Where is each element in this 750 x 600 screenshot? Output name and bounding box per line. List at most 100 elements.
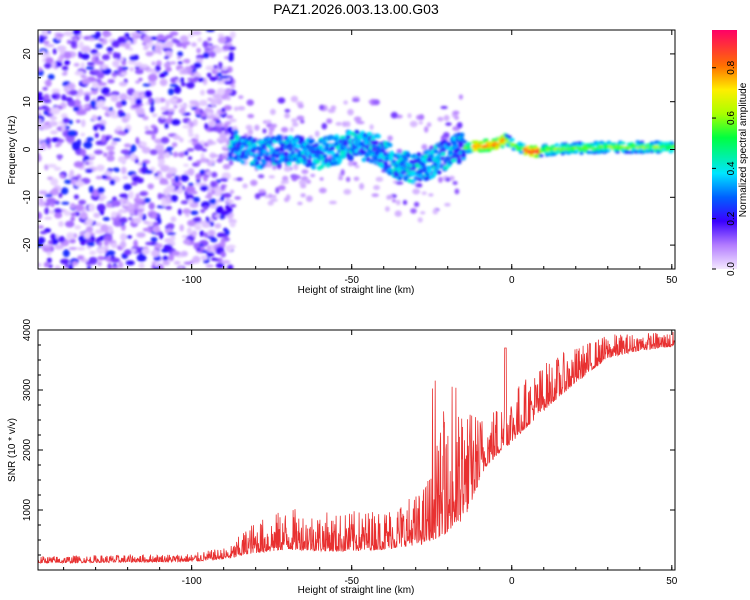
spectrogram-cell xyxy=(207,37,212,41)
spectrogram-cell xyxy=(436,160,442,165)
spectrogram-cell xyxy=(406,153,412,158)
spectrogram-cell xyxy=(456,122,463,129)
spectrogram-cell xyxy=(257,174,265,179)
spectrogram-cell xyxy=(173,85,182,94)
spectrogram-cell xyxy=(219,177,228,182)
snr-ticks: -100 -50 0 50 1000 2000 3000 4000 xyxy=(22,318,678,587)
spectrogram-cell xyxy=(97,116,102,121)
spectrogram-cell xyxy=(162,255,169,261)
spectrogram-cell xyxy=(182,125,192,129)
spectrogram-cell xyxy=(290,95,299,103)
spectrogram-cell xyxy=(135,193,140,201)
spectrogram-cell xyxy=(409,120,418,128)
spectrogram-cell xyxy=(161,199,167,207)
spectrogram-cell xyxy=(72,30,82,36)
spectrogram-cell xyxy=(220,251,227,258)
spectrogram-cell xyxy=(270,156,276,162)
spectrogram-cell xyxy=(197,37,203,43)
spectrogram-cell xyxy=(199,220,208,225)
spectrogram-cell xyxy=(372,99,380,106)
spectrogram-cell xyxy=(467,142,472,146)
spectrogram-cell xyxy=(209,204,217,209)
spectrogram-cell xyxy=(49,115,58,121)
spectrogram-cell xyxy=(222,192,232,198)
spectrogram-cell xyxy=(103,152,108,157)
spectrogram-cell xyxy=(95,31,101,39)
snr-xtick-label: -50 xyxy=(344,576,359,587)
spectrogram-cell xyxy=(78,88,84,96)
spectrogram-cell xyxy=(373,140,378,145)
spectrogram-cell xyxy=(306,195,313,202)
spectrogram-cell xyxy=(416,152,422,157)
spectrogram-cell xyxy=(183,239,191,245)
spectrogram-cell xyxy=(418,121,423,125)
spectrogram-cell xyxy=(314,130,320,137)
spectrogram-cell xyxy=(180,77,185,84)
spectrogram-cell xyxy=(143,197,151,203)
spectrogram-cell xyxy=(171,178,176,184)
spectrogram-cell xyxy=(454,188,460,195)
spectrogram-cell xyxy=(164,122,169,129)
spectrogram-cell xyxy=(94,60,105,65)
spectrogram-cell xyxy=(61,201,70,205)
spectrogram-cell xyxy=(164,55,170,60)
spectrogram-cell xyxy=(236,177,243,181)
snr-xtick-label: 50 xyxy=(666,576,678,587)
spectrogram-cell xyxy=(96,203,106,212)
spectrogram-cell xyxy=(172,135,181,140)
spectrogram-cell xyxy=(206,88,216,95)
spectrogram-cell xyxy=(517,147,522,152)
spectrogram-cell xyxy=(62,249,70,258)
spectrogram-cell xyxy=(74,180,85,187)
spectrogram-cell xyxy=(359,183,365,190)
spectrogram-cell xyxy=(68,263,74,269)
spectrogram-cell xyxy=(268,125,275,132)
spectrogram-cell xyxy=(206,72,212,78)
spectrogram-cell xyxy=(206,245,212,253)
spectrogram-cell xyxy=(196,247,202,252)
spectrogram-cell xyxy=(38,37,45,44)
spectrogram-cell xyxy=(309,138,315,143)
spectrogram-cell xyxy=(87,241,95,247)
spectrogram-cell xyxy=(182,208,191,215)
spectrogram-cell xyxy=(394,210,402,217)
spectrogram-cell xyxy=(203,52,210,59)
spectrogram-cell xyxy=(45,57,54,64)
spectrogram-cell xyxy=(50,107,61,115)
spectrogram-cell xyxy=(254,124,260,131)
spectrogram-cell xyxy=(93,212,100,218)
spectrogram-cell xyxy=(260,145,266,151)
spectrogram-cell xyxy=(194,133,200,140)
spectrogram-cell xyxy=(119,93,128,101)
spectrogram-cell xyxy=(402,200,408,205)
spectrogram-cell xyxy=(96,247,106,254)
spectrogram-cell xyxy=(70,212,77,217)
spectrogram-cell xyxy=(270,108,276,115)
spectrogram-cell xyxy=(174,181,183,186)
spectrogram-cell xyxy=(56,45,67,52)
spectrogram-cell xyxy=(343,188,352,195)
spectrogram-cell xyxy=(240,160,246,165)
spectrogram-cell xyxy=(60,187,69,195)
spectrogram-cell xyxy=(284,108,291,113)
spectrogram-cell xyxy=(98,100,106,107)
spectrogram-cell xyxy=(85,161,90,165)
spectrogram-cell xyxy=(165,200,171,205)
spectrogram-cell xyxy=(111,266,119,269)
spectrogram-cell xyxy=(229,203,237,208)
spectrogram-cell xyxy=(106,155,115,162)
spectrogram-cell xyxy=(61,94,67,101)
spectrogram-cell xyxy=(477,143,482,147)
spectrogram-cell xyxy=(153,266,160,269)
spectrogram-cell xyxy=(190,210,199,216)
spectrogram-cell xyxy=(80,61,85,70)
spectrogram-cell xyxy=(124,42,131,50)
spectrogram-cell xyxy=(65,97,73,102)
spectrogram-cell xyxy=(70,40,77,48)
spectrogram-cell xyxy=(308,162,314,167)
spectrogram-cell xyxy=(432,209,438,215)
spectrogram-cell xyxy=(130,32,141,37)
spectrogram-cell xyxy=(207,139,214,146)
spectrogram-cell xyxy=(40,50,46,57)
spectrogram-cell xyxy=(337,157,342,163)
